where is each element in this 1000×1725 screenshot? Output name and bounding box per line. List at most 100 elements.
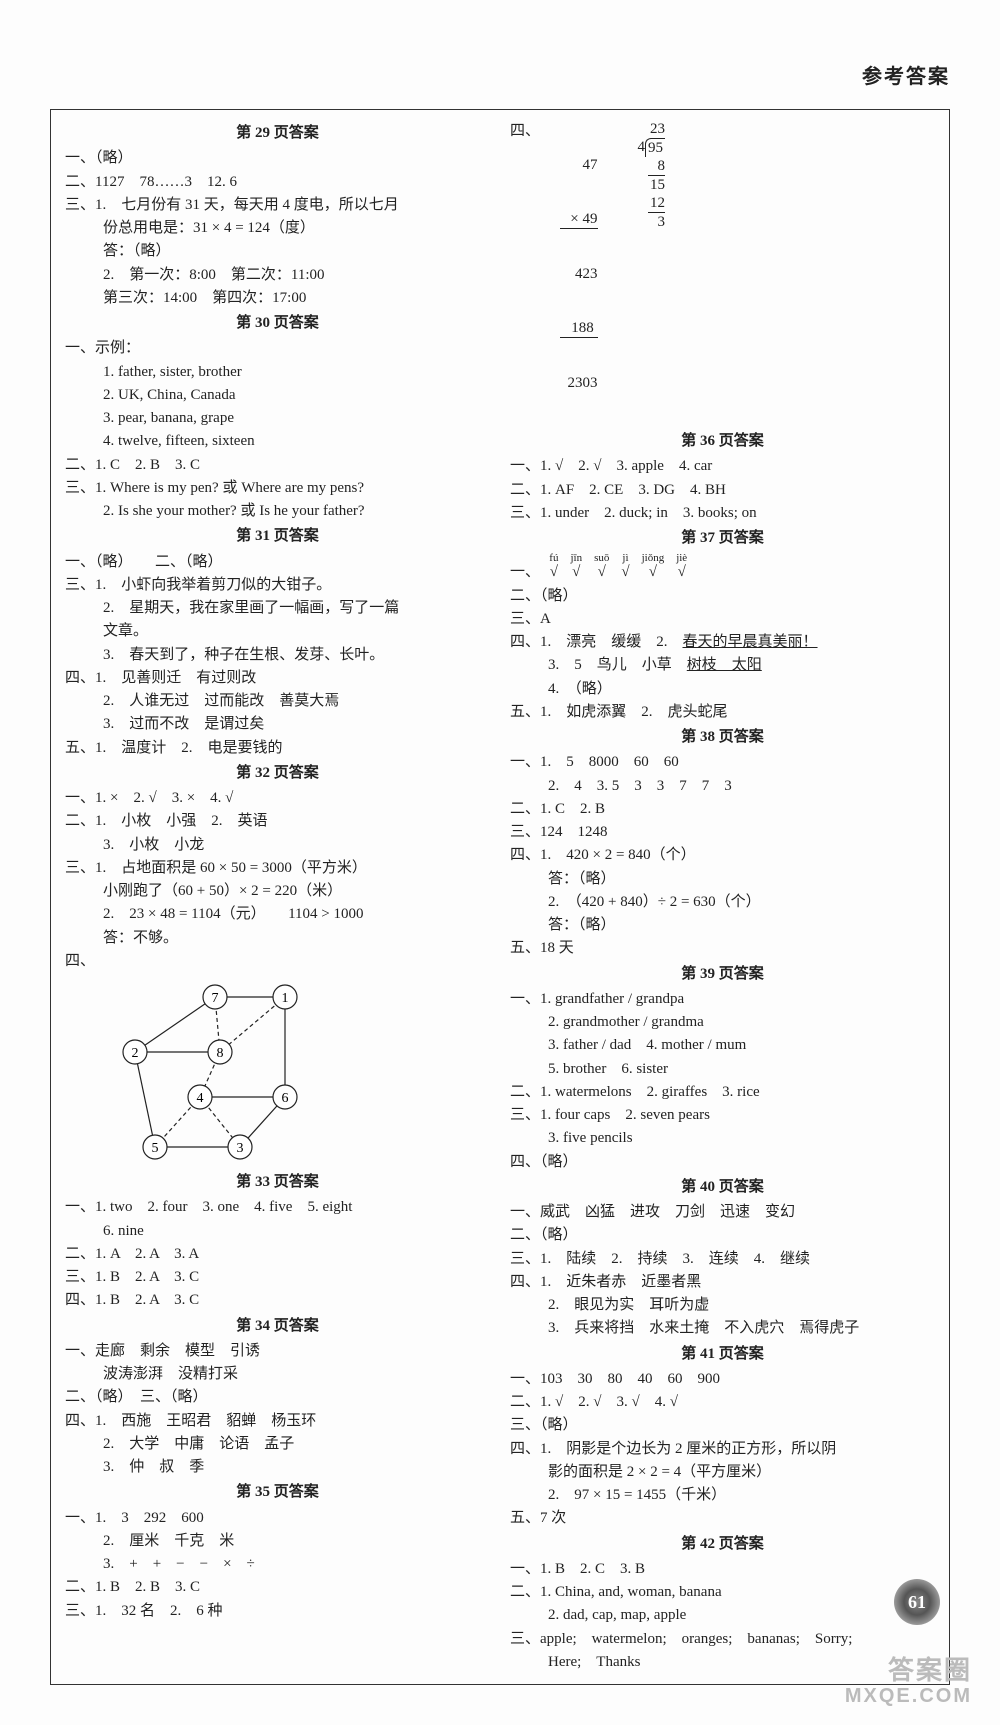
p37-4b: 3. 5 鸟儿 小草 树枝 太阳	[510, 654, 935, 677]
pinyin-item: √fú	[550, 564, 559, 580]
watermark: 答案圈 MXQE.COM	[845, 1656, 972, 1707]
p30-1c: 3. pear, banana, grape	[65, 407, 490, 430]
p32-4: 四、	[65, 950, 490, 973]
svg-text:1: 1	[282, 991, 289, 1006]
p30-1d: 4. twelve, fifteen, sixteen	[65, 430, 490, 453]
p37-5: 五、1. 如虎添翼 2. 虎头蛇尾	[510, 701, 935, 724]
svg-text:6: 6	[282, 1091, 289, 1106]
p40-4b: 2. 眼见为实 耳听为虚	[510, 1294, 935, 1317]
p39-1c: 3. father / dad 4. mother / mum	[510, 1034, 935, 1057]
p29-3b: 份总用电是：31 × 4 = 124（度）	[65, 217, 490, 240]
p33-2: 二、1. A 2. A 3. A	[65, 1243, 490, 1266]
p39-title: 第 39 页答案	[510, 963, 935, 986]
div-r4: 3	[638, 213, 666, 231]
p37-2: 二、（略）	[510, 585, 935, 608]
p34-1b: 波涛澎湃 没精打采	[65, 1363, 490, 1386]
svg-text:2: 2	[132, 1046, 139, 1061]
p41-4b: 影的面积是 2 × 2 = 4（平方厘米）	[510, 1461, 935, 1484]
p33-1: 一、1. two 2. four 3. one 4. five 5. eight	[65, 1196, 490, 1219]
mult-res: 2303	[560, 374, 598, 392]
p36-3: 三、1. under 2. duck; in 3. books; on	[510, 502, 935, 525]
p33-4: 四、1. B 2. A 3. C	[65, 1289, 490, 1312]
svg-text:7: 7	[212, 991, 219, 1006]
p30-3: 三、1. Where is my pen? 或 Where are my pen…	[65, 477, 490, 500]
p32-2: 二、1. 小枚 小强 2. 英语	[65, 810, 490, 833]
p32-3b: 小刚跑了（60 + 50）× 2 = 220（米）	[65, 880, 490, 903]
graph-diagram: 17284653	[105, 977, 325, 1167]
page-header: 参考答案	[50, 60, 950, 89]
p35-1b: 2. 厘米 千克 米	[65, 1530, 490, 1553]
p39-4: 四、（略）	[510, 1151, 935, 1174]
watermark-en: MXQE.COM	[845, 1685, 972, 1707]
p32-title: 第 32 页答案	[65, 762, 490, 785]
p32-1: 一、1. × 2. √ 3. × 4. √	[65, 787, 490, 810]
p37-1-label: 一、	[510, 564, 540, 580]
p31-4: 四、1. 见善则迁 有过则改	[65, 667, 490, 690]
p31-title: 第 31 页答案	[65, 525, 490, 548]
p30-title: 第 30 页答案	[65, 312, 490, 335]
div-r1: 8	[648, 157, 666, 176]
p38-2: 二、1. C 2. B	[510, 798, 935, 821]
p30-3b: 2. Is she your mother? 或 Is he your fath…	[65, 500, 490, 523]
mult-r1: 423	[560, 265, 598, 283]
p40-1: 一、威武 凶猛 进攻 刀剑 迅速 变幻	[510, 1201, 935, 1224]
p38-4c: 2. （420 + 840）÷ 2 = 630（个）	[510, 891, 935, 914]
p34-4b: 2. 大学 中庸 论语 孟子	[65, 1433, 490, 1456]
p41-4: 四、1. 阴影是个边长为 2 厘米的正方形，所以阴	[510, 1438, 935, 1461]
p30-1: 一、示例：	[65, 337, 490, 360]
p40-3: 三、1. 陆续 2. 持续 3. 连续 4. 继续	[510, 1248, 935, 1271]
pinyin-item: √jì	[621, 564, 629, 580]
p29-3c: 答：（略）	[65, 240, 490, 263]
p35-2: 二、1. B 2. B 3. C	[65, 1576, 490, 1599]
p36-1: 一、1. √ 2. √ 3. apple 4. car	[510, 455, 935, 478]
p35-1: 一、1. 3 292 600	[65, 1507, 490, 1530]
p29-2: 二、1127 78……3 12. 6	[65, 171, 490, 194]
div-dd: 95	[645, 138, 665, 157]
p42-1: 一、1. B 2. C 3. B	[510, 1558, 935, 1581]
p31-4c: 3. 过而不改 是谓过矣	[65, 713, 490, 736]
p40-4c: 3. 兵来将挡 水来土掩 不入虎穴 焉得虎子	[510, 1317, 935, 1340]
p31-4b: 2. 人谁无过 过而能改 善莫大焉	[65, 690, 490, 713]
p32-2b: 3. 小枚 小龙	[65, 834, 490, 857]
p39-3: 三、1. four caps 2. seven pears	[510, 1104, 935, 1127]
p42-2: 二、1. China, and, woman, banana	[510, 1581, 935, 1604]
p34-2: 二、（略） 三、（略）	[65, 1386, 490, 1409]
p39-1d: 5. brother 6. sister	[510, 1058, 935, 1081]
p33-title: 第 33 页答案	[65, 1171, 490, 1194]
p37-4u: 春天的早晨真美丽！	[683, 634, 818, 650]
long-division: 23 4 95 8 15 12 3	[638, 120, 666, 231]
p41-1: 一、103 30 80 40 60 900	[510, 1368, 935, 1391]
p31-3d: 3. 春天到了，种子在生根、发芽、长叶。	[65, 644, 490, 667]
p38-1b: 2. 4 3. 5 3 3 7 7 3	[510, 775, 935, 798]
p37-4bu: 树枝 太阳	[687, 657, 762, 673]
p39-1b: 2. grandmother / grandma	[510, 1011, 935, 1034]
p35-title: 第 35 页答案	[65, 1481, 490, 1504]
page-number-badge: 61	[894, 1579, 940, 1625]
p36-title: 第 36 页答案	[510, 430, 935, 453]
p42-title: 第 42 页答案	[510, 1533, 935, 1556]
p31-3b: 2. 星期天，我在家里画了一幅画，写了一篇	[65, 597, 490, 620]
p30-2: 二、1. C 2. B 3. C	[65, 454, 490, 477]
p39-1: 一、1. grandfather / grandpa	[510, 988, 935, 1011]
p38-4d: 答：（略）	[510, 914, 935, 937]
content-box: 第 29 页答案 一、（略） 二、1127 78……3 12. 6 三、1. 七…	[50, 109, 950, 1685]
p38-title: 第 38 页答案	[510, 726, 935, 749]
p38-1: 一、1. 5 8000 60 60	[510, 751, 935, 774]
p36-2: 二、1. AF 2. CE 3. DG 4. BH	[510, 479, 935, 502]
p29-3e: 第三次：14:00 第四次：17:00	[65, 287, 490, 310]
left-column: 第 29 页答案 一、（略） 二、1127 78……3 12. 6 三、1. 七…	[65, 120, 490, 1674]
svg-text:4: 4	[197, 1091, 204, 1106]
p34-title: 第 34 页答案	[65, 1315, 490, 1338]
pinyin-item: √jiè	[676, 564, 687, 580]
p39-3b: 3. five pencils	[510, 1127, 935, 1150]
mult-r2: 188	[560, 319, 598, 338]
p31-3c: 文章。	[65, 620, 490, 643]
p41-title: 第 41 页答案	[510, 1343, 935, 1366]
mult-a: 47	[560, 156, 598, 174]
svg-text:3: 3	[237, 1141, 244, 1156]
pinyin-item: √jīn	[570, 564, 582, 580]
p29-3: 三、1. 七月份有 31 天，每天用 4 度电，所以七月	[65, 194, 490, 217]
p37-3: 三、A	[510, 608, 935, 631]
watermark-cn: 答案圈	[845, 1656, 972, 1685]
div-d: 4	[638, 138, 646, 156]
